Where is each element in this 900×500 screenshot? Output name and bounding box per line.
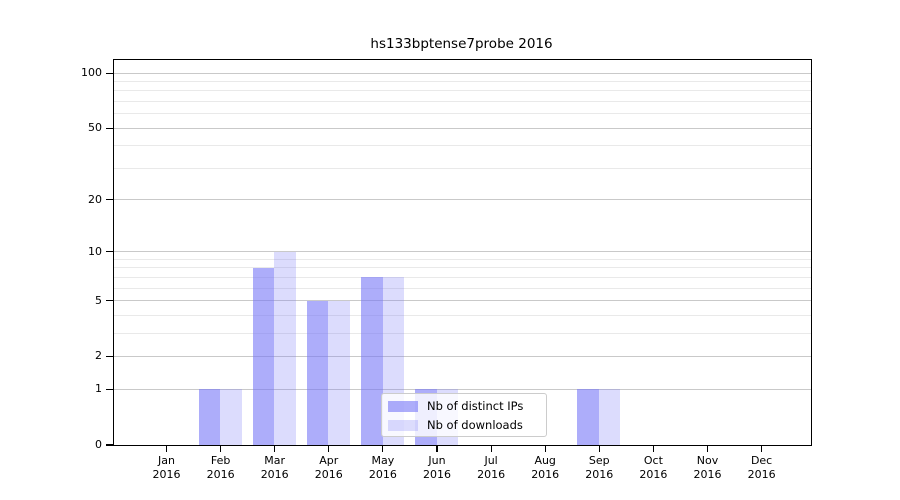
y-minor-gridline [114, 145, 811, 147]
y-minor-gridline [114, 90, 811, 92]
y-tick-label-20: 20 [88, 192, 102, 206]
x-tick-label-may: May 2016 [368, 454, 397, 481]
y-tick [106, 72, 113, 74]
y-major-gridline [114, 72, 811, 74]
x-tick [490, 446, 492, 452]
y-tick [106, 355, 113, 358]
y-major-gridline [114, 251, 811, 253]
x-tick [220, 446, 222, 452]
y-tick-label-100: 100 [81, 66, 102, 80]
x-tick [436, 446, 438, 452]
legend-label-downloads: Nb of downloads [427, 418, 523, 432]
bar-nb-of-downloads-apr [328, 300, 350, 445]
y-tick-label-2: 2 [95, 349, 102, 363]
legend-entry-downloads: Nb of downloads [382, 416, 546, 435]
y-minor-gridline [114, 276, 811, 278]
legend-swatch-downloads [388, 420, 418, 431]
x-tick-label-apr: Apr 2016 [314, 454, 343, 481]
x-tick-label-feb: Feb 2016 [206, 454, 235, 481]
y-minor-gridline [114, 314, 811, 316]
x-tick [652, 446, 654, 452]
y-major-gridline [114, 355, 811, 357]
legend-entry-distinct-ips: Nb of distinct IPs [382, 397, 546, 416]
y-minor-gridline [114, 332, 811, 334]
legend-label-distinct-ips: Nb of distinct IPs [427, 399, 524, 413]
y-major-gridline [114, 199, 811, 201]
x-tick-label-sep: Sep 2016 [585, 454, 614, 481]
y-minor-gridline [114, 267, 811, 269]
legend-swatch-distinct-ips [388, 401, 418, 412]
x-tick [274, 446, 276, 452]
y-major-gridline [114, 388, 811, 390]
y-minor-gridline [114, 167, 811, 169]
bar-nb-of-distinct-ips-may [361, 277, 383, 445]
x-tick-label-dec: Dec 2016 [747, 454, 776, 481]
bar-nb-of-downloads-feb [220, 389, 242, 445]
x-tick-label-jun: Jun 2016 [423, 454, 451, 481]
y-minor-gridline [114, 113, 811, 115]
y-major-gridline [114, 127, 811, 129]
bar-nb-of-distinct-ips-mar [252, 267, 275, 445]
y-minor-gridline [114, 81, 811, 83]
x-tick-label-nov: Nov 2016 [693, 454, 722, 481]
bar-nb-of-downloads-sep [598, 389, 621, 445]
y-tick-label-1: 1 [95, 382, 102, 396]
y-tick-label-10: 10 [88, 244, 102, 258]
bar-nb-of-downloads-mar [274, 251, 296, 445]
y-minor-gridline [114, 287, 811, 289]
bar-nb-of-distinct-ips-apr [306, 300, 329, 445]
x-tick [165, 446, 168, 452]
y-major-gridline [114, 300, 811, 302]
y-tick [106, 199, 113, 201]
y-tick [106, 444, 113, 446]
y-tick-label-5: 5 [95, 293, 102, 307]
x-tick [706, 446, 709, 452]
x-tick [544, 446, 546, 452]
x-tick-label-aug: Aug 2016 [531, 454, 560, 481]
x-tick [761, 446, 763, 452]
bar-nb-of-distinct-ips-feb [198, 389, 221, 445]
plot-area: 0 1 2 5 10 20 50 100 Jan 2016 Feb 2016 Mar 2016 Apr… [81, 59, 812, 481]
x-tick [382, 446, 384, 452]
bar-nb-of-distinct-ips-sep [577, 389, 599, 445]
y-minor-gridline [114, 101, 811, 103]
x-tick-label-oct: Oct 2016 [639, 454, 668, 481]
x-tick-label-jul: Jul 2016 [477, 454, 506, 481]
x-tick-label-jan: Jan 2016 [152, 454, 181, 481]
legend: Nb of distinct IPs Nb of downloads [381, 393, 547, 437]
x-tick [598, 446, 600, 452]
y-tick-label-0: 0 [95, 438, 102, 451]
y-minor-gridline [114, 259, 811, 260]
y-tick [106, 388, 113, 390]
x-tick [328, 446, 330, 452]
x-tick-label-mar: Mar 2016 [260, 454, 289, 481]
y-tick-label-50: 50 [88, 121, 102, 135]
y-tick [106, 300, 113, 302]
chart-title: hs133bptense7probe 2016 [370, 36, 553, 52]
y-tick [106, 127, 113, 129]
y-tick [106, 251, 113, 253]
